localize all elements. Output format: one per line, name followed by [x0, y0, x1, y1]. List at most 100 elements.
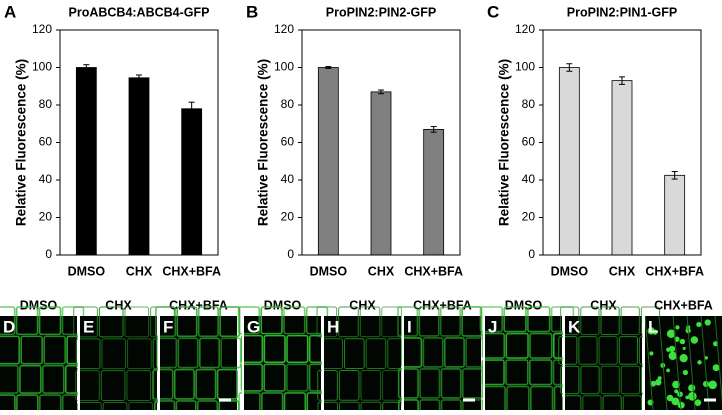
- bfa-body: [677, 401, 685, 409]
- cell: [0, 306, 16, 336]
- cell: [260, 306, 283, 335]
- cell: [77, 401, 102, 415]
- error-bar: [619, 76, 625, 85]
- cell: [397, 368, 419, 399]
- error-bar: [566, 63, 573, 72]
- cell: [75, 338, 101, 370]
- cell: [316, 306, 338, 338]
- cell: [620, 365, 640, 395]
- cell: [263, 363, 286, 392]
- y-tick-label: 60: [522, 135, 536, 149]
- cell: [38, 306, 62, 336]
- cell: [43, 335, 66, 365]
- cell: [173, 368, 195, 400]
- bar: [75, 67, 97, 256]
- panel-letter: A: [4, 2, 16, 21]
- y-tick-label: 120: [274, 22, 294, 36]
- cell: [560, 306, 580, 336]
- bfa-body: [666, 368, 670, 373]
- bar: [181, 108, 203, 256]
- cell: [0, 335, 21, 365]
- cell: [381, 306, 402, 338]
- panel-letter: C: [487, 2, 499, 21]
- cell: [440, 368, 462, 399]
- bfa-body: [679, 338, 686, 345]
- cell: [479, 306, 503, 333]
- y-tick-label: 0: [287, 247, 294, 261]
- bfa-body: [668, 345, 676, 353]
- bfa-body: [687, 391, 697, 401]
- image-letter: D: [3, 317, 15, 336]
- cell: [0, 394, 16, 415]
- x-tick-label: CHX: [609, 264, 636, 278]
- cell: [19, 364, 42, 394]
- x-tick-label: DMSO: [68, 264, 106, 278]
- image-caption: DMSO: [264, 298, 302, 312]
- y-tick-label: 20: [522, 210, 536, 224]
- cell: [558, 336, 578, 365]
- cell: [359, 306, 381, 338]
- y-tick-label: 80: [39, 97, 53, 111]
- cell-wall: [658, 315, 668, 411]
- cell: [286, 363, 309, 392]
- cell-wall: [700, 315, 710, 411]
- cell: [154, 400, 176, 415]
- cell: [505, 359, 529, 386]
- image-caption: CHX+BFA: [169, 298, 228, 312]
- image-letter: K: [568, 317, 581, 336]
- x-tick-label: DMSO: [310, 264, 348, 278]
- cell: [176, 306, 198, 338]
- image-caption: DMSO: [505, 298, 543, 312]
- y-axis-label: Relative Fluorescence (%): [497, 59, 512, 226]
- cell: [338, 306, 359, 338]
- panel-letter: B: [246, 2, 258, 21]
- clip-frame: [158, 315, 160, 410]
- y-axis-label: Relative Fluorescence (%): [256, 59, 271, 226]
- image-letter: G: [247, 317, 260, 336]
- y-tick-label: 100: [515, 60, 535, 74]
- cell: [263, 334, 286, 364]
- cell: [422, 337, 444, 368]
- image-letter: F: [163, 317, 173, 336]
- bar: [611, 80, 633, 256]
- plot-frame: [542, 29, 702, 256]
- cell: [401, 337, 423, 368]
- cell: [219, 306, 241, 338]
- image-caption: CHX+BFA: [654, 298, 713, 312]
- bfa-body: [682, 369, 689, 376]
- cell: [527, 306, 551, 333]
- bfa-body: [649, 351, 654, 356]
- cell: [317, 369, 338, 401]
- cell: [261, 392, 284, 415]
- y-tick-label: 120: [32, 22, 52, 36]
- y-tick-label: 0: [45, 247, 52, 261]
- plot-frame: [59, 29, 219, 256]
- image-letter: E: [83, 317, 94, 336]
- cell: [344, 338, 365, 369]
- cell: [195, 368, 217, 400]
- chart-title: ProPIN2:PIN2-GFP: [326, 5, 436, 19]
- image-letter: L: [648, 317, 658, 336]
- cell: [481, 332, 506, 359]
- clip-frame: [322, 315, 324, 410]
- y-tick-label: 80: [281, 97, 295, 111]
- clip-frame: [483, 315, 485, 410]
- clip-frame: [643, 315, 645, 410]
- bfa-body: [672, 380, 680, 389]
- y-axis-label: Relative Fluorescence (%): [14, 59, 29, 226]
- bfa-body: [708, 380, 717, 390]
- cell: [528, 359, 553, 386]
- y-tick-label: 20: [39, 210, 53, 224]
- x-tick-label: CHX: [368, 264, 395, 278]
- cell: [102, 401, 128, 415]
- bar: [423, 128, 445, 256]
- cell: [360, 369, 382, 401]
- cell: [600, 306, 620, 336]
- y-tick-label: 20: [281, 210, 295, 224]
- cell: [0, 364, 19, 394]
- y-tick-label: 80: [522, 97, 536, 111]
- bar: [664, 174, 686, 256]
- cell: [175, 400, 197, 415]
- cell: [155, 306, 177, 338]
- cell: [101, 338, 127, 370]
